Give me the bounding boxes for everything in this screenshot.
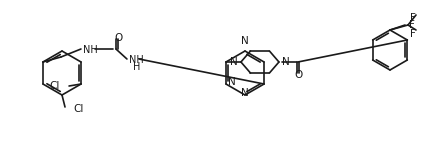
Text: Cl: Cl — [73, 104, 83, 114]
Text: N: N — [230, 57, 238, 67]
Text: H: H — [133, 62, 141, 72]
Text: N: N — [241, 88, 249, 98]
Text: NH: NH — [129, 55, 144, 65]
Text: NH: NH — [83, 45, 98, 55]
Text: O: O — [295, 70, 303, 80]
Text: N: N — [282, 57, 290, 67]
Text: O: O — [115, 33, 123, 43]
Text: F: F — [410, 13, 416, 23]
Text: Cl: Cl — [50, 81, 60, 91]
Text: F: F — [409, 20, 415, 30]
Text: F: F — [410, 29, 416, 39]
Text: N: N — [241, 36, 249, 46]
Text: N: N — [228, 77, 235, 87]
